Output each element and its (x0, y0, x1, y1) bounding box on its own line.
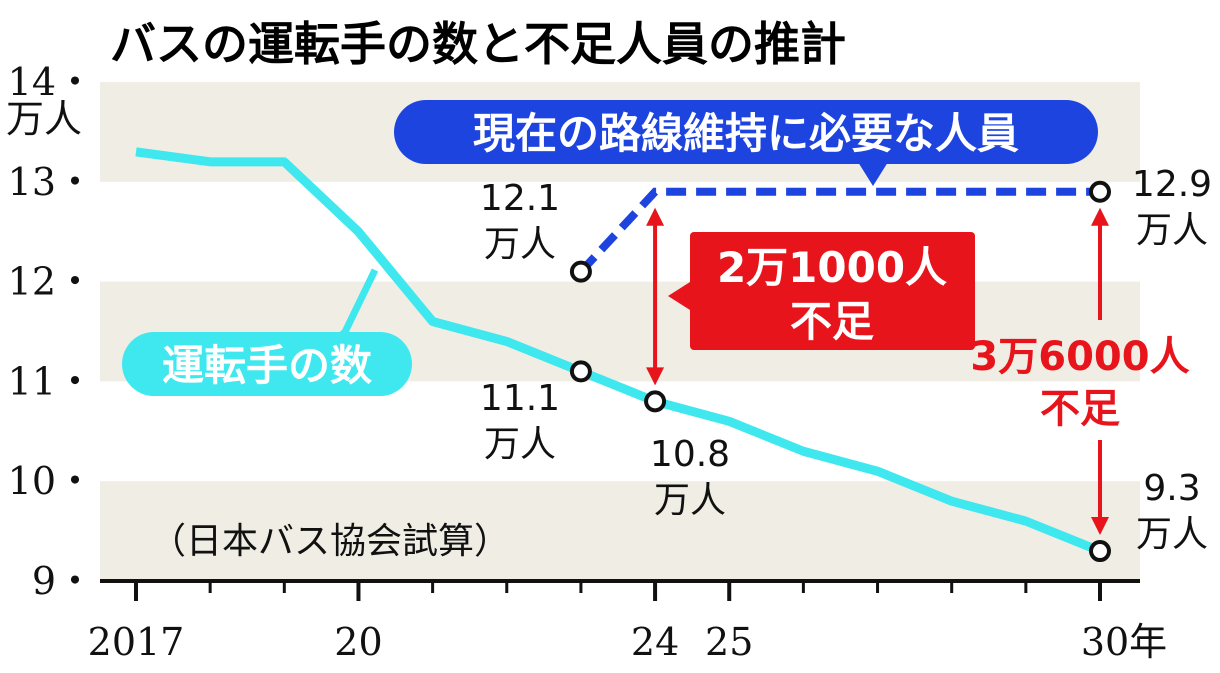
series-line-required (577, 187, 1100, 275)
y-tick-label: 14・ (8, 60, 94, 104)
y-unit-label: 万人 (6, 97, 82, 141)
source-note: （日本バス協会試算） (150, 521, 510, 562)
point-value-label: 11.1 (480, 378, 560, 419)
shortage-amount-2030: 3万6000人 (970, 334, 1189, 380)
background-band (100, 481, 1140, 581)
point-value-label: 12.1 (480, 178, 560, 219)
y-tick-label: 10・ (8, 459, 94, 503)
y-tick-label: 13・ (8, 160, 94, 204)
arrowhead-top (646, 207, 665, 226)
chart-title: バスの運転手の数と不足人員の推計 (110, 17, 846, 71)
point-value-label: 10.8 (650, 434, 730, 475)
point-unit-label: 万人 (1136, 514, 1208, 555)
x-tick-label: 24 (631, 620, 679, 664)
data-point-marker (569, 260, 592, 283)
x-tick-label: 20 (334, 620, 382, 664)
x-tick-label: 25 (705, 620, 753, 664)
point-unit-label: 万人 (654, 480, 726, 521)
data-point-marker (1089, 180, 1111, 203)
series-label-required: 現在の路線維持に必要な人員 (473, 109, 1019, 158)
point-unit-label: 万人 (1136, 210, 1208, 251)
shortage-amount-2024: 2万1000人 (717, 243, 947, 292)
point-value-label: 12.9 (1132, 164, 1212, 205)
point-unit-label: 万人 (484, 424, 556, 465)
shortage-box-pointer (668, 282, 690, 310)
arrowhead-bottom (646, 367, 665, 386)
series-label-box (394, 100, 1098, 164)
shortage-note-2030: 不足 (1040, 386, 1120, 432)
shortage-box-2024 (690, 232, 975, 350)
x-tick-label: 2017 (88, 620, 185, 664)
y-tick-label: 11・ (8, 359, 94, 403)
point-labels: 12.1 万人 11.1 万人 10.8 万人 12.9 万人 9.3 万人 (480, 164, 1212, 555)
series-label-pointer (858, 162, 888, 186)
data-point-marker (569, 360, 592, 383)
data-markers (569, 180, 1111, 563)
series-line-drivers (135, 147, 1102, 556)
point-value-label: 9.3 (1143, 468, 1200, 509)
series-label-box (122, 332, 412, 396)
arrowhead-bottom (1091, 517, 1109, 536)
point-unit-label: 万人 (484, 224, 556, 265)
shortage-note-2024: 不足 (790, 297, 874, 346)
series-lines (135, 147, 1102, 556)
y-tick-label: 9・ (32, 559, 94, 603)
data-point-marker (644, 390, 667, 413)
data-point-marker (1089, 540, 1111, 563)
arrowhead-top (1091, 207, 1109, 226)
y-tick-label: 12・ (8, 260, 94, 304)
series-label-drivers: 運転手の数 (162, 341, 372, 390)
x-tick-label: 30年 (1081, 620, 1167, 664)
